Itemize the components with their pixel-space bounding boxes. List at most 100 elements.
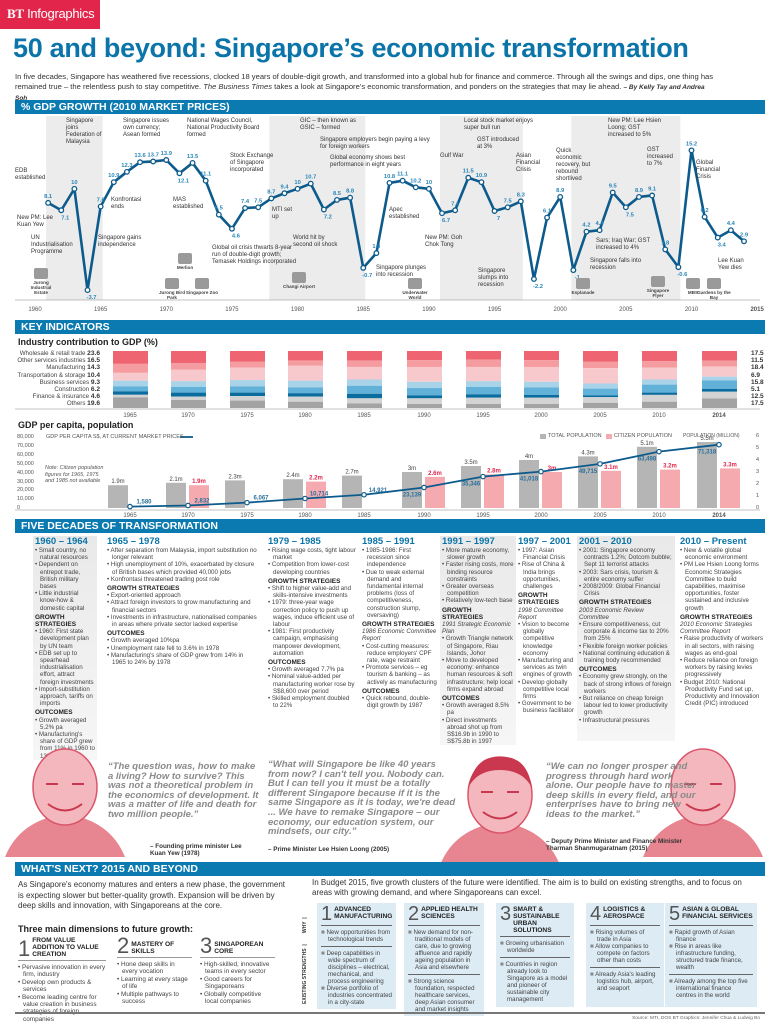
gdp-annotation: EDB established — [15, 168, 46, 181]
legend-swatch-total — [540, 434, 546, 439]
industry-bar-segment — [230, 396, 265, 401]
dimension-header: 3 SINGAPOREAN CORE — [200, 935, 275, 958]
landmark-label: Changi Airport — [283, 284, 315, 289]
gdp-data-point — [255, 204, 262, 211]
percapita-chart-title: GDP per capita, population — [18, 420, 134, 430]
gdp-value-label: 2.9 — [740, 232, 749, 238]
industry-bar-segment — [347, 398, 382, 404]
gdp-per-capita-label: 71,318 — [698, 450, 717, 456]
industry-bar-segment — [347, 360, 382, 367]
dimension-item: Learning at every stage of life — [117, 976, 192, 991]
total-population-bar — [461, 466, 481, 508]
gdp-annotation: Global oil crisis thwarts 8-year run of … — [212, 245, 297, 265]
portrait-smile — [47, 803, 83, 812]
intro-part: takes a look at Singapore’s economic tra… — [272, 82, 624, 91]
industry-bar-segment — [524, 394, 559, 398]
gdp-annotation: Singapore plunges into recession — [376, 265, 427, 278]
industry-bar-segment — [347, 366, 382, 380]
growth-strategies-heading: GROWTH STRATEGIES — [35, 613, 77, 629]
gdp-value-label: 13.6 — [134, 153, 146, 159]
gdp-value-label: 13.5 — [187, 154, 199, 160]
gdp-value-label: 7 — [497, 216, 500, 222]
strategy-item: Budget 2010: National Productivity Fund … — [680, 679, 766, 708]
industry-bar-segment — [113, 380, 148, 387]
landmark: Singapore Zoo — [185, 278, 219, 295]
gdp-annotation: MAS established — [173, 197, 204, 210]
outcomes-list: Growth averaged 8.5% paDirect investment… — [442, 702, 514, 745]
industry-legend-label: Construction 6.2 — [54, 386, 100, 393]
gdp-per-capita-point — [480, 473, 486, 480]
legend-swatch-citizen — [606, 434, 612, 439]
cluster-why-list: Rising volumes of trade in AsiaAllow com… — [590, 929, 660, 964]
industry-legend-label: Wholesale & retail trade 23.6 — [20, 350, 100, 357]
total-population-label: 2.3m — [228, 474, 241, 480]
gdp-value-label: 7.4 — [241, 199, 250, 205]
industry-bar-segment — [583, 351, 618, 362]
industry-2014-value: 5.1 — [751, 386, 761, 393]
right-axis-tick: 5 — [756, 445, 760, 451]
strategies-list: Export-oriented approachAttract foreign … — [107, 592, 257, 628]
cluster-header: 4 LOGISTICS & AEROSPACE — [590, 904, 660, 926]
cluster-why-list: New opportunities from technological tre… — [321, 929, 392, 943]
strategy-item: Attract foreign investors to grow manufa… — [107, 599, 257, 613]
industry-bar-segment — [288, 365, 323, 381]
industry-bar-segment — [288, 351, 323, 361]
industry-bar-segment — [466, 386, 501, 395]
industry-bar-segment — [230, 380, 265, 387]
total-population-label: 2.4m — [286, 473, 299, 479]
portrait-lee-kuan-yew — [5, 748, 125, 857]
percapita-year-label: 1990 — [417, 513, 431, 519]
strategy-item: Promote services – eg tourism & banking … — [362, 664, 437, 686]
portrait-face — [670, 748, 736, 826]
industry-bar-segment — [583, 388, 618, 396]
gdp-value-label: 10 — [426, 180, 432, 186]
industry-year-label: 2014 — [712, 413, 726, 419]
gdp-value-label: 11.1 — [397, 172, 409, 178]
industry-bar-segment — [702, 388, 737, 392]
outcome-item: Growth averaged 8.5% pa — [442, 702, 514, 716]
outcomes-heading: OUTCOMES — [268, 659, 306, 667]
strategy-item: National continuing education & training… — [579, 650, 673, 664]
gdp-annotation: New PM: Lee Hsien Loong; GST increased t… — [608, 118, 662, 138]
gdp-value-label: 7.5 — [626, 212, 635, 218]
industry-bar-segment — [642, 392, 677, 395]
gdp-data-point — [570, 267, 577, 274]
dimension-number: 1 — [18, 936, 31, 961]
industry-year-label: 1995 — [476, 413, 490, 419]
industry-bar-segment — [583, 395, 618, 398]
dimension-item: Good careers for Singaporeans — [200, 976, 275, 991]
gdp-data-point — [176, 170, 183, 177]
dimension-item: Hone deep skills in every vocation — [117, 961, 192, 976]
gdp-annotation: Singapore falls into recession — [590, 258, 642, 271]
gdp-value-label: 8.8 — [346, 189, 355, 195]
gdp-annotation: Singapore employers begin paying a levy … — [320, 137, 430, 150]
gdp-data-point — [622, 204, 629, 211]
industry-name: Other services industries — [17, 357, 86, 365]
industry-bar-segment — [407, 388, 442, 396]
gdp-value-label: 8.5 — [333, 191, 342, 197]
gdp-data-point — [71, 185, 78, 192]
strategies-list: Cost-cutting measures: reduce employers'… — [362, 643, 437, 686]
industry-year-label: 1970 — [181, 413, 195, 419]
decade-column: 1965 – 1978After separation from Malaysi… — [107, 536, 257, 736]
strategy-item: Raise productivity of workers in all sec… — [680, 635, 766, 657]
industry-2014-value: 17.5 — [751, 350, 764, 357]
decade-context-list: 1985-1986: First recession since indepen… — [362, 547, 437, 619]
decade-column: 1979 – 1985Rising wage costs, tight labo… — [268, 536, 356, 736]
gdp-value-label: 7.6 — [97, 198, 106, 204]
context-item: Little industrial know-how & domestic ca… — [35, 590, 95, 612]
landmark: Merlion — [168, 253, 202, 270]
industry-bar-segment — [702, 351, 737, 361]
cluster-number: 3 — [500, 903, 512, 925]
industry-bar-segment — [642, 394, 677, 402]
gdp-value-label: 10.7 — [305, 175, 316, 181]
gdp-per-capita-label: 6,067 — [253, 496, 269, 502]
gdp-data-point — [347, 194, 354, 201]
industry-bar-segment — [407, 360, 442, 367]
cluster-number: 5 — [669, 903, 681, 925]
gdp-value-label: 3.4 — [718, 243, 727, 249]
gdp-data-point — [45, 199, 52, 206]
industry-bar-segment — [171, 396, 206, 401]
gdp-per-capita-line — [129, 443, 720, 508]
gdp-per-capita-label: 2,832 — [194, 498, 210, 504]
